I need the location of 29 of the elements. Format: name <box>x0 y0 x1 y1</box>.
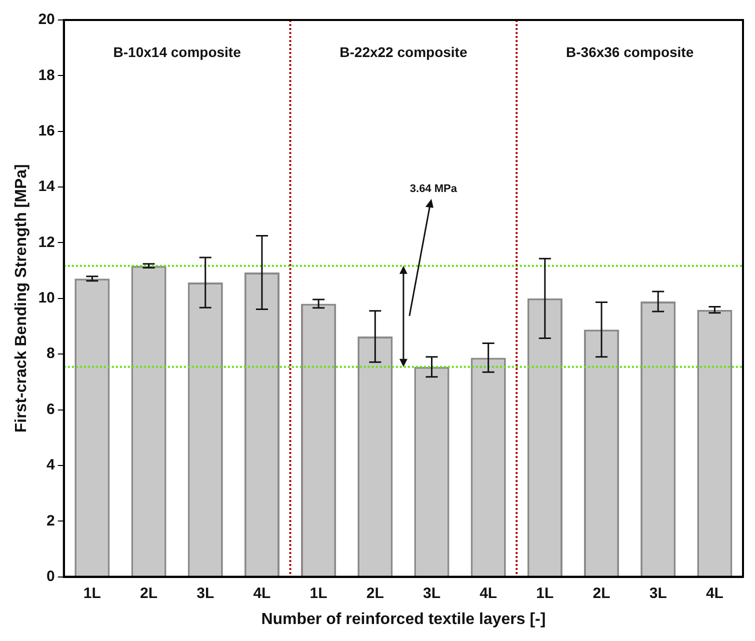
y-tick-label: 4 <box>46 456 56 474</box>
y-axis-title: First-crack Bending Strength [MPa] <box>13 164 30 433</box>
x-tick-label: 4L <box>706 584 724 602</box>
y-tick-label: 14 <box>38 178 56 196</box>
x-tick-label: 3L <box>422 584 440 602</box>
y-tick-label: 2 <box>46 512 55 530</box>
annotation: B-36x36 composite <box>566 44 694 60</box>
x-tick-label: 1L <box>536 584 554 602</box>
x-tick-label: 4L <box>480 584 498 602</box>
y-tick-label: 8 <box>46 345 55 362</box>
x-tick-label: 3L <box>196 584 214 602</box>
y-tick-label: 12 <box>38 234 55 251</box>
x-tick-label: 1L <box>310 584 328 602</box>
x-tick-label: 2L <box>592 584 610 602</box>
y-tick-label: 0 <box>46 568 55 585</box>
x-tick-label: 3L <box>649 584 667 602</box>
annotation: B-22x22 composite <box>340 44 468 60</box>
y-tick-label: 6 <box>46 400 55 418</box>
x-axis-title: Number of reinforced textile layers [-] <box>261 610 546 628</box>
y-tick-label: 18 <box>38 66 55 84</box>
annotation: B-10x14 composite <box>113 44 242 60</box>
y-tick-label: 16 <box>38 122 55 140</box>
annotation: 3.64 MPa <box>410 182 458 195</box>
x-tick-label: 2L <box>366 584 384 602</box>
x-tick-label: 1L <box>83 584 101 602</box>
y-tick-label: 20 <box>38 11 55 28</box>
x-tick-label: 2L <box>140 584 158 602</box>
y-tick-label: 10 <box>38 290 55 307</box>
x-tick-label: 4L <box>253 584 271 602</box>
